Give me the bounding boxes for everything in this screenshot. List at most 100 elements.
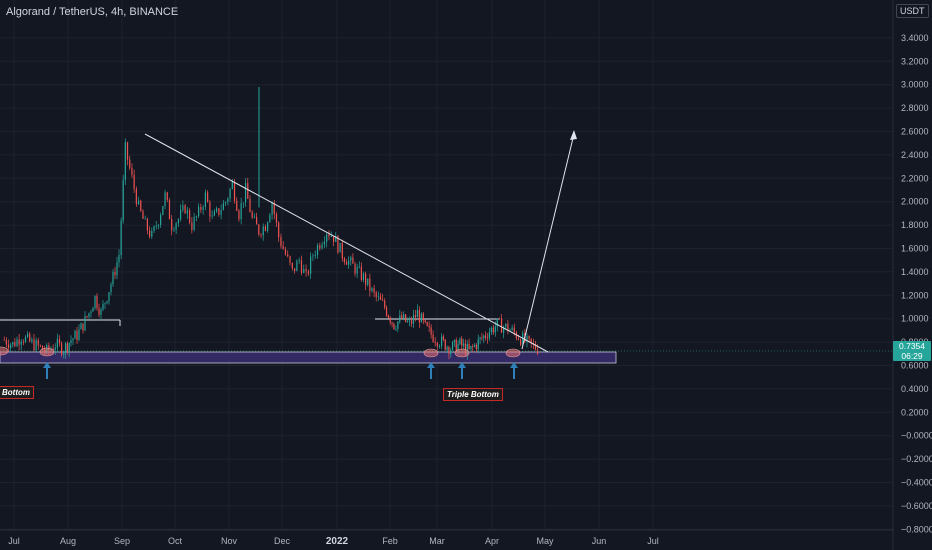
candle-body xyxy=(397,321,399,329)
y-tick-label: 1.6000 xyxy=(901,244,929,254)
candle-body xyxy=(462,343,465,346)
y-tick-label: −0.8000 xyxy=(901,524,932,534)
candle-body xyxy=(160,214,162,226)
candle-body xyxy=(511,327,513,330)
y-tick-label: 1.4000 xyxy=(901,267,929,277)
y-tick-label: 1.8000 xyxy=(901,220,929,230)
candle-body xyxy=(233,181,236,201)
x-tick-label: Jul xyxy=(647,536,659,546)
candle-body xyxy=(455,339,457,352)
candle-body xyxy=(446,347,448,350)
up-arrow-head xyxy=(458,362,466,368)
candle-body xyxy=(358,266,360,268)
candle-body xyxy=(249,198,251,213)
candle-body xyxy=(180,209,182,220)
projection-arrowhead xyxy=(570,130,577,140)
candle-body xyxy=(348,260,350,265)
candle-body xyxy=(379,296,382,300)
candle-body xyxy=(335,236,337,242)
candle-body xyxy=(193,217,195,230)
candle-body xyxy=(367,278,369,285)
candle-body xyxy=(204,192,206,207)
candle-body xyxy=(18,339,20,345)
candle-body xyxy=(162,206,164,215)
candle-body xyxy=(420,313,422,323)
candle-body xyxy=(92,307,94,312)
candle-body xyxy=(373,288,375,293)
candle-body xyxy=(451,341,454,350)
candle-body xyxy=(280,237,282,247)
candle-body xyxy=(330,236,332,238)
candle-body xyxy=(520,339,522,345)
candle-body xyxy=(422,313,424,321)
y-tick-label: −0.6000 xyxy=(901,501,932,511)
candle-body xyxy=(175,223,177,230)
candle-body xyxy=(369,278,371,291)
candle-body xyxy=(391,322,393,324)
candle-body xyxy=(466,344,468,355)
candle-body xyxy=(135,188,137,205)
candle-body xyxy=(116,262,118,276)
candle-body xyxy=(323,241,325,245)
candle-body xyxy=(108,292,110,302)
candle-body xyxy=(33,339,35,351)
candle-body xyxy=(385,307,388,316)
candle-body xyxy=(164,192,166,207)
candle-body xyxy=(345,262,348,265)
candle-body xyxy=(377,296,379,298)
candle-body xyxy=(256,216,258,225)
bar-countdown: 06:29 xyxy=(901,351,923,361)
support-zone xyxy=(0,351,617,364)
candle-body xyxy=(236,200,238,211)
pattern-label-triple-bottom: Triple Bottom xyxy=(443,388,503,401)
candle-body xyxy=(472,346,474,347)
candle-body xyxy=(63,353,65,355)
candle-body xyxy=(457,344,459,352)
candle-body xyxy=(500,318,503,333)
candle-body xyxy=(142,210,144,219)
candle-body xyxy=(461,338,463,346)
candle-body xyxy=(52,348,54,350)
projection-arrow xyxy=(521,133,575,350)
last-price-badge: 0.7354 06:29 xyxy=(893,341,931,361)
candle-body xyxy=(48,345,50,350)
x-tick-label: Sep xyxy=(114,536,130,546)
candle-body xyxy=(440,336,443,346)
candle-body xyxy=(492,327,494,333)
candle-body xyxy=(384,300,386,308)
candle-body xyxy=(200,206,202,210)
candle-body xyxy=(319,245,321,249)
candle-body xyxy=(477,339,479,350)
candle-body xyxy=(505,323,507,328)
candle-body xyxy=(352,257,354,264)
candle-body xyxy=(131,167,133,175)
candle-body xyxy=(120,220,122,255)
candle-body xyxy=(534,343,537,350)
bottom-marker xyxy=(0,346,9,356)
candle-body xyxy=(100,309,102,315)
candle-body xyxy=(389,317,391,323)
candle-body xyxy=(98,308,100,315)
candle-body xyxy=(475,344,478,350)
candle-body xyxy=(401,315,403,319)
candle-body xyxy=(227,198,229,203)
candle-body xyxy=(332,236,335,242)
candle-body xyxy=(126,142,129,160)
candle-body xyxy=(426,322,428,326)
candle-body xyxy=(122,180,124,221)
bottom-marker xyxy=(454,348,470,358)
candle-body xyxy=(450,349,452,354)
candle-body xyxy=(133,174,135,189)
candle-body xyxy=(387,315,389,318)
candle-body xyxy=(213,211,215,216)
candle-body xyxy=(10,344,12,349)
candle-body xyxy=(195,216,197,218)
candle-body xyxy=(269,214,271,223)
candle-body xyxy=(365,273,367,285)
candle-body xyxy=(157,225,160,227)
candle-body xyxy=(35,340,37,351)
y-tick-label: 0.4000 xyxy=(901,384,929,394)
y-tick-label: 0.6000 xyxy=(901,361,929,371)
currency-selector[interactable]: USDT xyxy=(896,4,929,18)
